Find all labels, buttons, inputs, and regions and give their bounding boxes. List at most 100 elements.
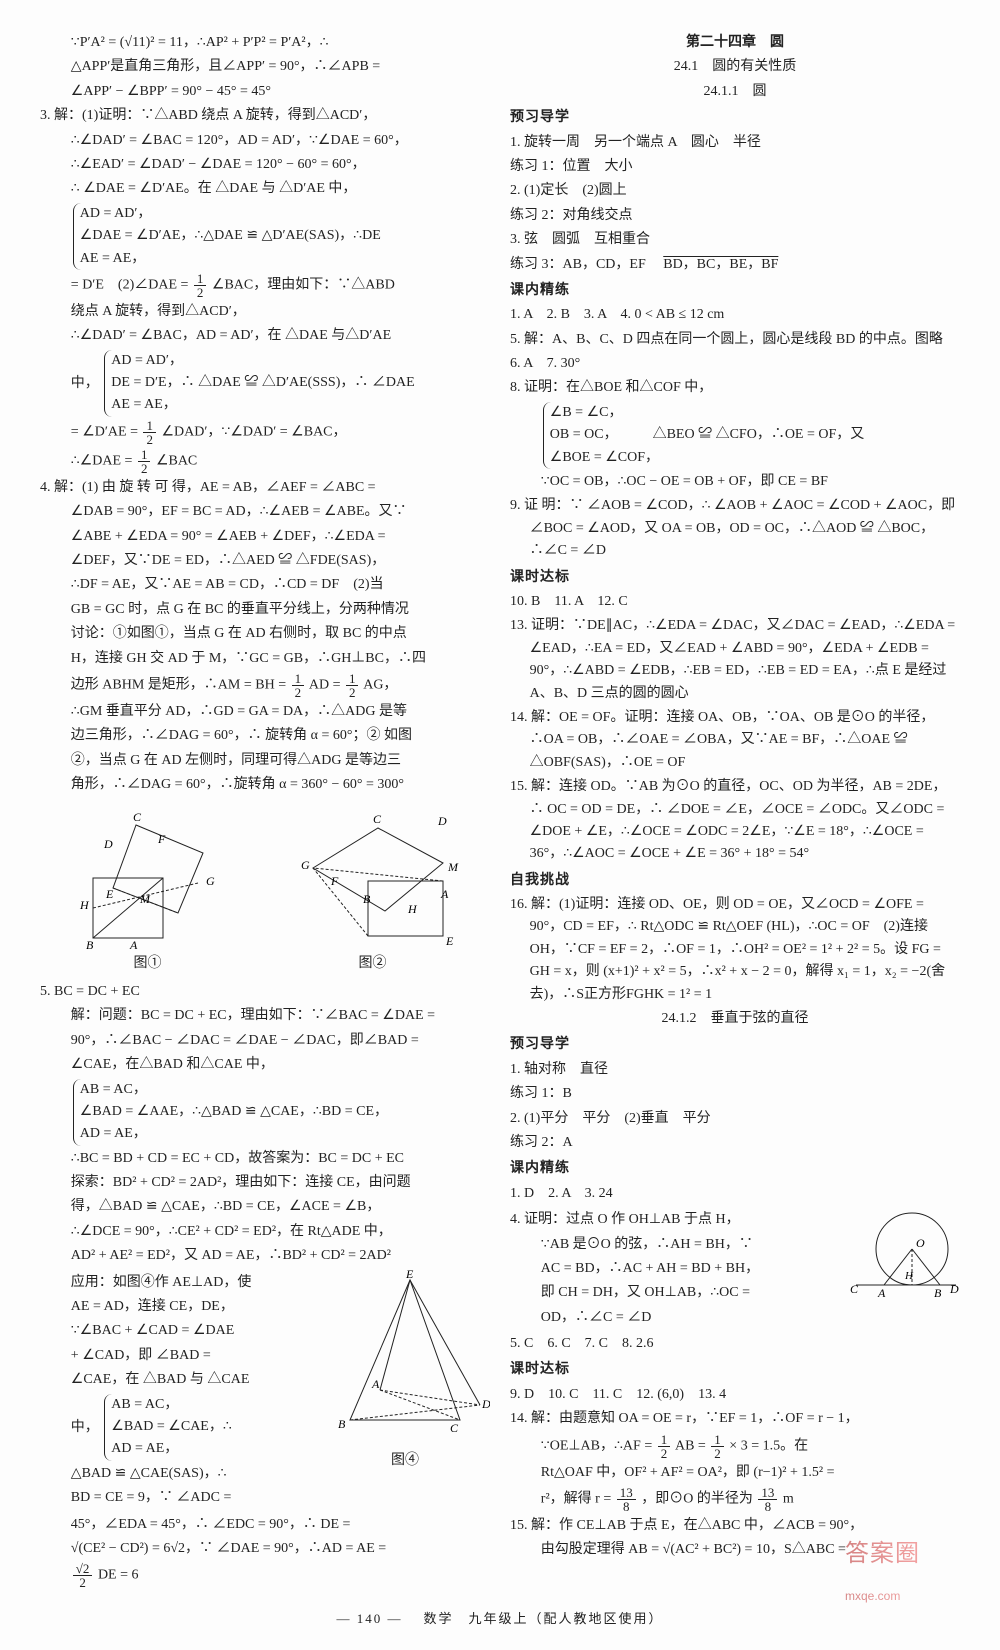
svg-text:B: B (934, 1286, 942, 1300)
r-b4c: AC = BD，∴AC + AH = BD + BH， (510, 1258, 844, 1280)
q4-l4: ∴DF = AE，又∵AE = AB = CD，∴CD = DF (2)当 (40, 574, 490, 596)
svg-text:H: H (79, 898, 90, 912)
page-number: — 140 — (336, 1611, 402, 1626)
r-a16: 16. 解：(1)证明：连接 OD、OE，则 OD = OE，又∠OCD = ∠… (510, 894, 960, 1006)
q3-head: 3. 解：(1)证明：∵△ABD 绕点 A 旋转，得到△ACD′， (40, 105, 490, 127)
r-b4e: OD，∴∠C = ∠D (510, 1307, 844, 1329)
r-c9: 9. D 10. C 11. C 12. (6,0) 13. 4 (510, 1384, 960, 1406)
q5-l10: AE = AD，连接 CE，DE， (40, 1296, 320, 1318)
svg-text:H: H (904, 1270, 914, 1282)
svg-text:B: B (363, 892, 371, 906)
r-a9: 9. 证 明：∵ ∠AOB = ∠COD，∴ ∠AOB + ∠AOC = ∠CO… (510, 495, 960, 562)
svg-text:O: O (916, 1236, 925, 1250)
q5-head: 5. BC = DC + EC (40, 981, 490, 1003)
r-p6: 练习 3：AB，CD，EF BD，BC，BE，BF (510, 254, 960, 276)
q5-l16: 45°，∠EDA = 45°，∴ ∠EDC = 90°，∴ DE = (40, 1514, 490, 1536)
svg-text:D: D (437, 814, 447, 828)
q5-l15: BD = CE = 9，∵ ∠ADC = (40, 1487, 320, 1509)
r-b4d: 即 CH = DH，又 OH⊥AB，∴OC = (510, 1282, 844, 1304)
q4-l6: 讨论：①如图①，当点 G 在 AD 右侧时，取 BC 的中点 (40, 623, 490, 645)
q5-l3: ∠CAE，在△BAD 和△CAE 中， (40, 1054, 490, 1076)
r-p4: 练习 2：对角线交点 (510, 205, 960, 227)
section-preview-2: 预习导学 (510, 1034, 960, 1056)
r-pp2: 练习 1：B (510, 1083, 960, 1105)
r-a5: 5. 解：A、B、C、D 四点在同一个圆上，圆心是线段 BD 的中点。图略 (510, 329, 960, 351)
page-footer: — 140 — 数学 九年级上（配人教地区使用） (40, 1609, 960, 1630)
q4-l9: ∴GM 垂直平分 AD，∴GD = GA = DA，∴△ADG 是等 (40, 701, 490, 723)
q3-l4: = D′E (2)∠DAE = 12 ∠BAC，理由如下：∵△ABD (40, 272, 490, 299)
r-a14: 14. 解：OE = OF。证明：连接 OA、OB，∵OA、OB 是⊙O 的半径… (510, 707, 960, 774)
q5-l13: ∠CAE，在 △BAD 与 △CAE (40, 1369, 320, 1391)
r-a10: 10. B 11. A 12. C (510, 591, 960, 613)
q4-l10: 边三角形，∴∠DAG = 60°，∴ 旋转角 α = 60°；② 如图 (40, 725, 490, 747)
svg-text:C: C (133, 810, 142, 824)
q5-l5: 探索：BD² + CD² = 2AD²，理由如下：连接 CE，由问题 (40, 1172, 490, 1194)
q3-l3: ∴ ∠DAE = ∠D′AE。在 △DAE 与 △D′AE 中， (40, 178, 490, 200)
r-p3: 2. (1)定长 (2)圆上 (510, 180, 960, 202)
svg-text:M: M (139, 892, 151, 906)
svg-text:A: A (371, 1377, 380, 1391)
r-pp4: 练习 2：A (510, 1132, 960, 1154)
svg-text:D: D (481, 1397, 490, 1411)
watermark-logo: 答案圈 mxqe.com (845, 1535, 920, 1612)
q4-l5: GB = GC 时，点 G 在 BC 的垂直平分线上，分两种情况 (40, 599, 490, 621)
q5-l8: AD² + AE² = ED²，又 AD = AE，∴BD² + CD² = 2… (40, 1245, 490, 1267)
q5-brace1: AB = AC， ∠BAD = ∠AAE，∴△BAD ≌ △CAE，∴BD = … (40, 1079, 490, 1146)
q4-l11: ②，当点 G 在 AD 左侧时，同理可得△ADG 是等边三 (40, 750, 490, 772)
r-a1: 1. A 2. B 3. A 4. 0 < AB ≤ 12 cm (510, 304, 960, 326)
r-a13: 13. 证明：∵DE∥AC，∴∠EDA = ∠DAC，又∠DAC = ∠EAD，… (510, 615, 960, 705)
r-c15: 15. 解：作 CE⊥AB 于点 E，在△ABC 中，∠ACB = 90°， (510, 1515, 960, 1537)
r-c14f: r²，解得 r = 138 ，即⊙O 的半径为 138 m (510, 1486, 960, 1513)
r-p2: 练习 1：位置 大小 (510, 156, 960, 178)
svg-text:C: C (850, 1282, 859, 1296)
svg-text:C: C (373, 812, 382, 826)
left-prologue-2: △APP′是直角三角形，且∠APP′ = 90°，∴∠APB = (40, 56, 490, 78)
r-p1: 1. 旋转一周 另一个端点 A 圆心 半径 (510, 132, 960, 154)
q4-l1: ∠DAB = 90°，EF = BC = AD，∴∠AEB = ∠ABE。又∵ (40, 501, 490, 523)
q5-l16b: √(CE² − CD²) = 6√2，∵ ∠DAE = 90°，∴AD = AE… (40, 1538, 490, 1560)
q5-l9: 应用：如图④作 AE⊥AD，使 (40, 1272, 320, 1294)
svg-text:F: F (157, 832, 166, 846)
svg-text:A: A (129, 938, 138, 952)
q3-l5: 绕点 A 旋转，得到△ACD′， (40, 301, 490, 323)
q4-l2: ∠ABE + ∠EDA = 90° = ∠AEB + ∠DEF，∴∠EDA = (40, 526, 490, 548)
svg-text:A: A (877, 1286, 886, 1300)
q5-l11: ∵∠BAC + ∠CAD = ∠DAE (40, 1320, 320, 1342)
q3-l1: ∴∠DAD′ = ∠BAC = 120°，AD = AD′，∵∠DAE = 60… (40, 130, 490, 152)
section-practice-1: 课内精练 (510, 280, 960, 302)
section-challenge: 自我挑战 (510, 870, 960, 892)
figure-2-svg: C D G F M B H A E (273, 803, 473, 953)
r-c14a: 14. 解：由题意知 OA = OE = r，∵EF = 1，∴OF = r −… (510, 1408, 960, 1430)
q5-l1: 解：问题：BC = DC + EC，理由如下：∵∠BAC = ∠DAE = (40, 1005, 490, 1027)
r-a8: 8. 证明：在△BOE 和△COF 中， (510, 377, 960, 399)
figure-4-svg: E A B C D (320, 1270, 490, 1450)
subchapter-title: 24.1.2 垂直于弦的直径 (510, 1008, 960, 1030)
fig2-label: 图② (273, 953, 473, 975)
q5-l14: △BAD ≌ △CAE(SAS)，∴ (40, 1463, 320, 1485)
r-a8-brace: ∠B = ∠C， OB = OC， △BEO ≌ △CFO，∴OE = OF，又… (510, 402, 960, 469)
q4-l7: H，连接 GH 交 AD 于 M，∵GC = GB，∴GH⊥BC，∴四 (40, 648, 490, 670)
svg-text:M: M (447, 860, 459, 874)
q4-head: 4. 解：(1) 由 旋 转 可 得，AE = AB，∠AEF = ∠ABC = (40, 477, 490, 499)
section-practice-2: 课内精练 (510, 1158, 960, 1180)
q5-l6: 得，△BAD ≌ △CAE，∴BD = CE，∠ACE = ∠B， (40, 1196, 490, 1218)
r-b4a: 4. 证明：过点 O 作 OH⊥AB 于点 H， (510, 1209, 844, 1231)
q4-l8: 边形 ABHM 是矩形，∴AM = BH = 12 AD = 12 AG， (40, 672, 490, 699)
svg-text:E: E (445, 934, 454, 948)
figure-1-svg: C D F H E M G B A (58, 803, 238, 953)
q3-l7: = ∠D′AE = 12 ∠DAD′，∵∠DAD′ = ∠BAC， (40, 419, 490, 446)
svg-text:D: D (949, 1282, 959, 1296)
footer-label: 数学 九年级上（配人教地区使用） (423, 1611, 663, 1626)
q3-l8: ∴∠DAE = 12 ∠BAC (40, 448, 490, 475)
chapter-header-1: 第二十四章 圆 (510, 32, 960, 54)
circle-chord-svg: O H C A B D (850, 1207, 960, 1307)
svg-text:D: D (103, 837, 113, 851)
r-a8l: ∵OC = OB，∴OC − OE = OB + OF，即 CE = BF (510, 471, 960, 493)
svg-text:F: F (330, 874, 339, 888)
r-c14e: Rt△OAF 中，OF² + AF² = OA²，即 (r−1)² + 1.5²… (510, 1462, 960, 1484)
section-target-2: 课时达标 (510, 1359, 960, 1381)
svg-text:A: A (440, 887, 449, 901)
q5-l7: ∴∠DCE = 90°，∴CE² + CD² = ED²，在 Rt△ADE 中， (40, 1221, 490, 1243)
svg-text:G: G (206, 874, 215, 888)
fig4-label: 图④ (320, 1450, 490, 1472)
